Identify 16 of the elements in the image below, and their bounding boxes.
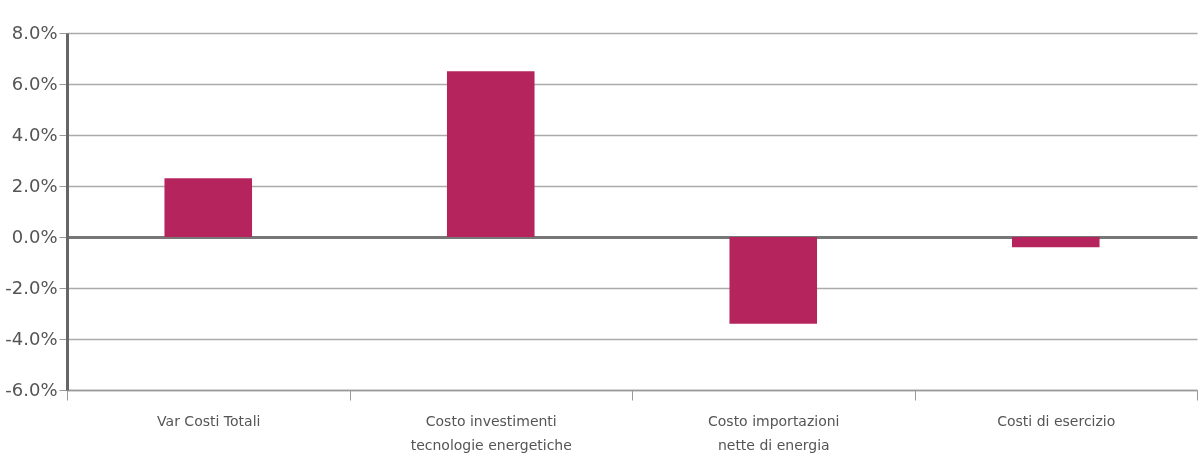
bar (446, 71, 535, 237)
x-tick-label: Costo importazioni nette di energia (707, 412, 840, 453)
x-tick-label: Costi di esercizio (997, 412, 1116, 429)
bar (164, 178, 253, 237)
y-tick-label: 4.0% (11, 123, 58, 145)
bar (729, 237, 818, 324)
y-tick-label: -2.0% (5, 276, 58, 298)
x-tick-label: Costo investimenti tecnologie energetiche (410, 412, 572, 453)
y-tick-label: -4.0% (5, 327, 58, 349)
x-tick-label: Var Costi Totali (157, 412, 261, 429)
y-tick-label: 6.0% (11, 72, 58, 94)
y-tick-label: 0.0% (11, 225, 58, 247)
y-tick-label: 2.0% (11, 174, 58, 196)
bar (1011, 237, 1100, 248)
y-tick-label: -6.0% (5, 378, 58, 400)
y-tick-label: 8.0% (11, 21, 58, 43)
